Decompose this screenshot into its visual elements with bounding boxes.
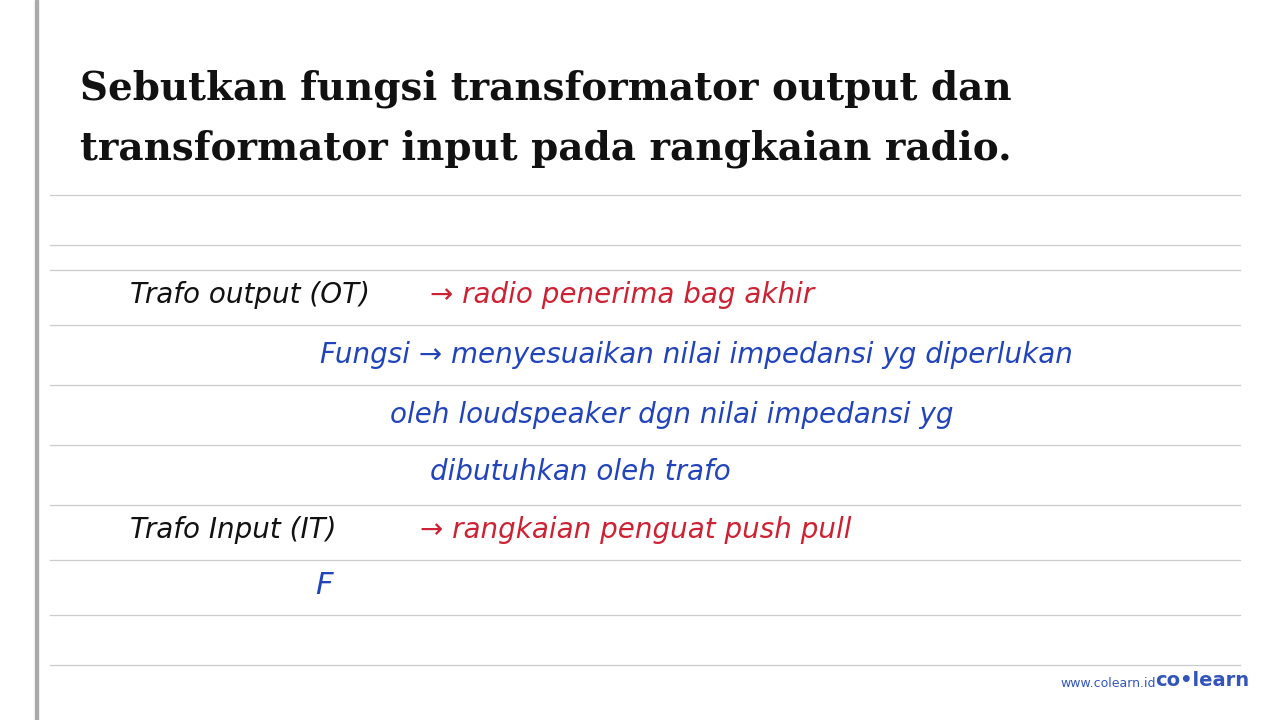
Text: F: F — [315, 570, 333, 600]
Text: → radio penerima bag akhir: → radio penerima bag akhir — [430, 281, 814, 309]
Bar — [35, 0, 38, 720]
Text: Trafo output (OT): Trafo output (OT) — [131, 281, 370, 309]
Text: Sebutkan fungsi transformator output dan: Sebutkan fungsi transformator output dan — [79, 70, 1011, 109]
Text: co•learn: co•learn — [1155, 671, 1249, 690]
Text: www.colearn.id: www.colearn.id — [1060, 677, 1156, 690]
Text: Fungsi → menyesuaikan nilai impedansi yg diperlukan: Fungsi → menyesuaikan nilai impedansi yg… — [320, 341, 1073, 369]
Text: Trafo Input (IT): Trafo Input (IT) — [131, 516, 337, 544]
Text: transformator input pada rangkaian radio.: transformator input pada rangkaian radio… — [79, 130, 1011, 168]
Text: oleh loudspeaker dgn nilai impedansi yg: oleh loudspeaker dgn nilai impedansi yg — [390, 401, 954, 429]
Text: dibutuhkan oleh trafo: dibutuhkan oleh trafo — [430, 458, 731, 486]
Text: → rangkaian penguat push pull: → rangkaian penguat push pull — [420, 516, 851, 544]
